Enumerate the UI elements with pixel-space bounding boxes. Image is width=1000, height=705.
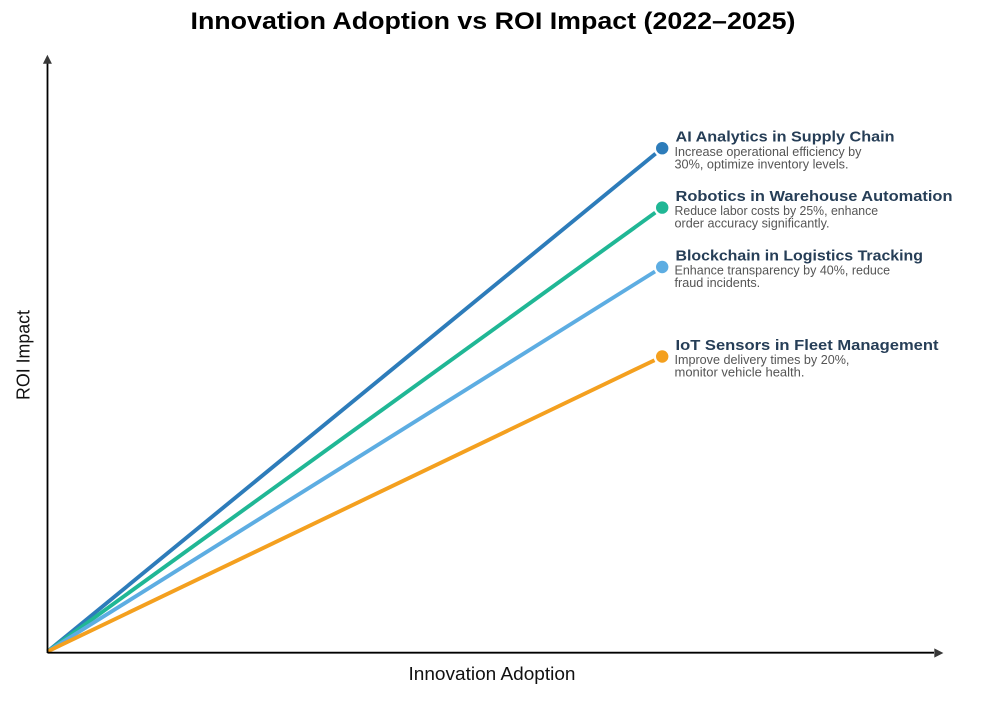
svg-text:monitor vehicle health.: monitor vehicle health. xyxy=(675,365,805,380)
svg-text:Improve delivery times by 20%,: Improve delivery times by 20%, xyxy=(675,352,850,367)
svg-text:order accuracy significantly.: order accuracy significantly. xyxy=(675,216,830,231)
svg-text:AI Analytics in Supply Chain: AI Analytics in Supply Chain xyxy=(676,130,895,146)
svg-text:Reduce labor costs by 25%, enh: Reduce labor costs by 25%, enhance xyxy=(675,203,879,218)
svg-text:Innovation Adoption: Innovation Adoption xyxy=(409,663,576,684)
svg-text:Robotics in Warehouse Automati: Robotics in Warehouse Automation xyxy=(676,189,953,205)
svg-text:ROI Impact: ROI Impact xyxy=(12,310,33,400)
svg-text:IoT Sensors in Fleet Managemen: IoT Sensors in Fleet Management xyxy=(676,338,939,354)
svg-text:Blockchain in Logistics Tracki: Blockchain in Logistics Tracking xyxy=(676,248,924,264)
svg-text:fraud incidents.: fraud incidents. xyxy=(675,275,761,290)
svg-text:Enhance transparency by 40%, r: Enhance transparency by 40%, reduce xyxy=(675,263,891,278)
svg-text:30%, optimize inventory levels: 30%, optimize inventory levels. xyxy=(675,156,849,171)
svg-text:Increase operational efficienc: Increase operational efficiency by xyxy=(675,144,862,159)
svg-text:Innovation Adoption vs ROI Imp: Innovation Adoption vs ROI Impact (2022–… xyxy=(191,8,796,35)
